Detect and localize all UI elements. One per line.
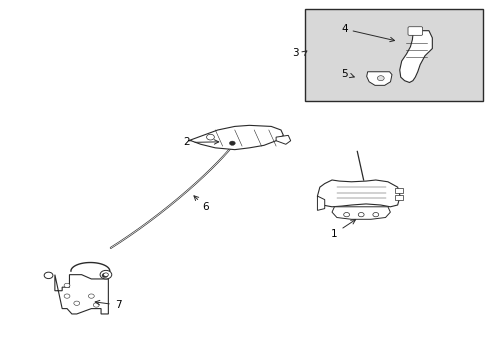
Circle shape — [44, 272, 53, 279]
Circle shape — [102, 273, 108, 278]
Bar — [394, 195, 402, 200]
Polygon shape — [331, 207, 389, 219]
Bar — [305, 9, 482, 102]
Circle shape — [100, 270, 112, 279]
Polygon shape — [366, 72, 391, 85]
Polygon shape — [317, 180, 399, 207]
Text: 3: 3 — [292, 48, 298, 58]
Text: 5: 5 — [340, 68, 353, 78]
Circle shape — [103, 273, 108, 276]
Circle shape — [206, 134, 214, 140]
Circle shape — [343, 212, 349, 217]
Bar — [394, 188, 402, 193]
Text: 6: 6 — [194, 196, 209, 212]
FancyBboxPatch shape — [407, 27, 422, 35]
Circle shape — [358, 212, 364, 217]
Polygon shape — [276, 135, 290, 144]
Circle shape — [64, 294, 70, 298]
Polygon shape — [188, 125, 283, 150]
Text: 2: 2 — [183, 138, 218, 148]
Polygon shape — [55, 275, 108, 314]
Circle shape — [229, 141, 235, 145]
Text: 1: 1 — [330, 220, 355, 239]
Polygon shape — [317, 196, 324, 210]
Circle shape — [93, 303, 99, 307]
Circle shape — [64, 283, 70, 288]
Circle shape — [74, 301, 80, 305]
Polygon shape — [399, 31, 431, 82]
Text: 7: 7 — [95, 300, 121, 310]
Circle shape — [377, 76, 384, 81]
Circle shape — [372, 212, 378, 217]
Text: 4: 4 — [340, 24, 394, 42]
Circle shape — [88, 294, 94, 298]
